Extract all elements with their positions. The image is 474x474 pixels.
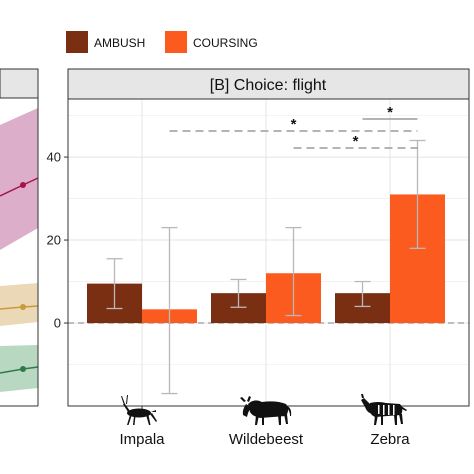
y-axis: 0 20 40 — [47, 150, 68, 331]
legend-key-coursing — [165, 31, 187, 53]
legend-label-coursing: COURSING — [193, 36, 258, 50]
significance-star-1: * — [291, 116, 297, 133]
x-tick-label-zebra: Zebra — [370, 431, 410, 448]
left-band-tan — [0, 283, 38, 326]
left-point-tan — [20, 304, 26, 310]
legend-key-ambush — [66, 31, 88, 53]
x-tick-label-impala: Impala — [119, 431, 165, 448]
wildebeest-silhouette-icon — [240, 396, 292, 425]
x-axis: Impala Wildebeest Zebra — [119, 406, 410, 448]
left-band-green — [0, 345, 38, 392]
legend-label-ambush: AMBUSH — [94, 36, 145, 50]
significance-star-3: * — [387, 104, 393, 121]
significance-annotations: * * * — [169, 104, 418, 150]
x-tick-label-wildebeest: Wildebeest — [229, 431, 304, 448]
left-point-pink — [20, 182, 26, 188]
significance-star-2: * — [353, 133, 359, 150]
impala-silhouette-icon — [121, 395, 157, 425]
y-tick-label-20: 20 — [47, 233, 61, 248]
panel-strip — [67, 68, 470, 100]
left-panel-strip — [0, 68, 39, 99]
left-point-green — [20, 366, 26, 372]
error-bars — [106, 139, 426, 395]
zebra-silhouette-icon — [361, 394, 407, 425]
panel-title: [B] Choice: flight — [210, 77, 327, 94]
legend: AMBUSH COURSING — [66, 31, 258, 53]
left-band-pink — [0, 108, 38, 250]
y-tick-label-40: 40 — [47, 150, 61, 165]
left-panel-fragment — [0, 68, 39, 407]
y-tick-label-0: 0 — [54, 316, 61, 331]
